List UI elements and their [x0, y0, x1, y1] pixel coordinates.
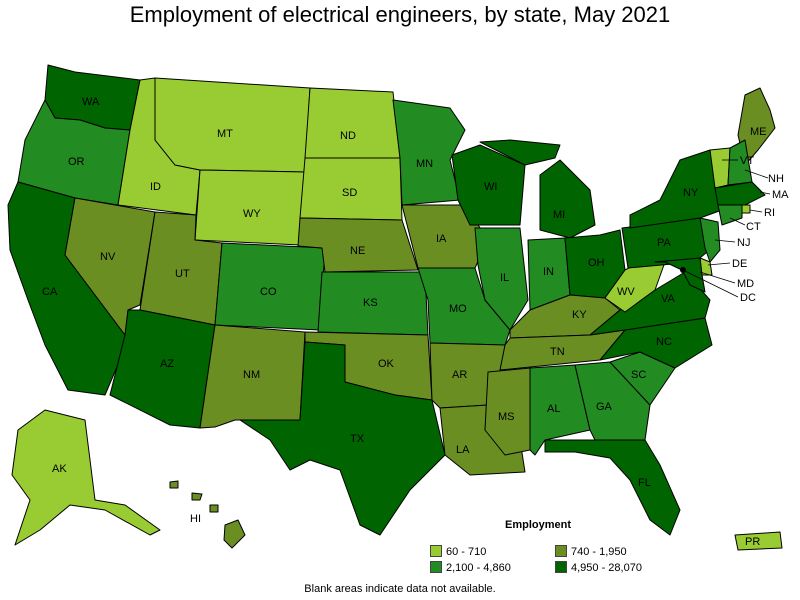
label-CT: CT	[746, 221, 761, 233]
state-MI-upper[interactable]	[479, 139, 561, 166]
label-MI: MI	[553, 209, 565, 221]
legend-item-3: 2,100 - 4,860	[430, 561, 511, 575]
state-MN[interactable]	[392, 99, 466, 206]
legend-swatch-3	[430, 561, 442, 574]
label-AK: AK	[52, 463, 67, 475]
legend-item-4: 4,950 - 28,070	[555, 561, 642, 575]
label-NM: NM	[243, 369, 260, 381]
state-PR[interactable]	[734, 531, 783, 551]
label-NV: NV	[100, 251, 116, 263]
label-OR: OR	[68, 156, 85, 168]
legend-label-3: 2,100 - 4,860	[446, 562, 511, 574]
leader-MA	[759, 191, 771, 195]
legend-swatch-1	[430, 545, 442, 558]
map-title: Employment of electrical engineers, by s…	[129, 2, 671, 27]
state-RI[interactable]	[741, 204, 751, 214]
label-OK: OK	[378, 358, 395, 370]
label-PR: PR	[745, 536, 760, 548]
label-MN: MN	[416, 158, 433, 170]
state-TX[interactable]	[239, 341, 446, 536]
label-DC: DC	[740, 292, 756, 304]
label-MD: MD	[737, 278, 754, 290]
state-MI[interactable]	[539, 159, 596, 239]
state-HI-d[interactable]	[169, 480, 179, 489]
state-MD[interactable]	[654, 257, 706, 293]
label-TN: TN	[550, 346, 565, 358]
label-KY: KY	[572, 309, 587, 321]
label-WI: WI	[484, 181, 497, 193]
leader-DE	[707, 262, 731, 266]
label-VA: VA	[661, 293, 676, 305]
label-PA: PA	[657, 237, 672, 249]
state-MA[interactable]	[714, 181, 766, 206]
label-NJ: NJ	[737, 237, 750, 249]
state-HI-b[interactable]	[191, 492, 203, 501]
leader-DC	[682, 269, 739, 298]
label-NE: NE	[350, 245, 365, 257]
label-ID: ID	[150, 181, 161, 193]
label-WA: WA	[82, 96, 100, 108]
legend-item-1: 60 - 710	[430, 545, 486, 559]
legend-title: Employment	[505, 519, 572, 531]
label-CO: CO	[260, 286, 277, 298]
label-SD: SD	[342, 187, 357, 199]
label-LA: LA	[456, 444, 470, 456]
state-WI[interactable]	[451, 144, 526, 226]
leader-CT	[729, 217, 746, 226]
label-DE: DE	[732, 258, 747, 270]
state-CT[interactable]	[717, 204, 743, 226]
label-MO: MO	[449, 303, 467, 315]
state-HI-c[interactable]	[209, 504, 219, 513]
footnote: Blank areas indicate data not available.	[304, 583, 496, 595]
label-WY: WY	[243, 208, 261, 220]
label-MT: MT	[217, 128, 233, 140]
leader-NH	[744, 169, 769, 179]
label-ME: ME	[750, 126, 767, 138]
label-AR: AR	[452, 369, 467, 381]
label-MS: MS	[498, 411, 515, 423]
label-TX: TX	[350, 433, 365, 445]
label-NY: NY	[683, 187, 699, 199]
label-UT: UT	[175, 268, 190, 280]
label-HI: HI	[190, 513, 201, 525]
leader-MD	[699, 271, 736, 284]
label-RI: RI	[764, 207, 775, 219]
legend-label-1: 60 - 710	[446, 546, 487, 558]
label-AL: AL	[547, 403, 560, 415]
state-MO[interactable]	[417, 267, 511, 346]
label-NH: NH	[768, 173, 784, 185]
label-WV: WV	[617, 286, 635, 298]
state-NJ[interactable]	[699, 217, 721, 263]
state-HI[interactable]	[223, 519, 246, 549]
state-FL[interactable]	[544, 439, 681, 536]
state-NY[interactable]	[629, 149, 723, 229]
label-OH: OH	[588, 257, 605, 269]
legend-label-4: 4,950 - 28,070	[571, 562, 642, 574]
legend-label-2: 740 - 1,950	[571, 546, 627, 558]
label-MA: MA	[772, 189, 789, 201]
label-CA: CA	[42, 286, 58, 298]
state-AK[interactable]	[11, 409, 161, 546]
label-IL: IL	[500, 272, 509, 284]
label-GA: GA	[596, 401, 613, 413]
state-MS[interactable]	[484, 367, 531, 456]
legend-swatch-2	[555, 545, 567, 558]
leader-NJ	[714, 239, 736, 243]
leader-RI	[749, 209, 763, 213]
label-KS: KS	[363, 297, 378, 309]
label-VT: VT	[740, 155, 754, 167]
legend-swatch-4	[555, 561, 567, 574]
state-ND[interactable]	[304, 87, 401, 159]
label-AZ: AZ	[160, 358, 174, 370]
legend-item-2: 740 - 1,950	[555, 545, 627, 559]
state-ME[interactable]	[737, 87, 776, 166]
label-NC: NC	[656, 336, 672, 348]
label-IA: IA	[436, 233, 447, 245]
label-IN: IN	[543, 266, 554, 278]
label-ND: ND	[340, 130, 356, 142]
label-FL: FL	[638, 477, 651, 489]
label-SC: SC	[631, 369, 646, 381]
state-MT[interactable]	[154, 77, 311, 173]
